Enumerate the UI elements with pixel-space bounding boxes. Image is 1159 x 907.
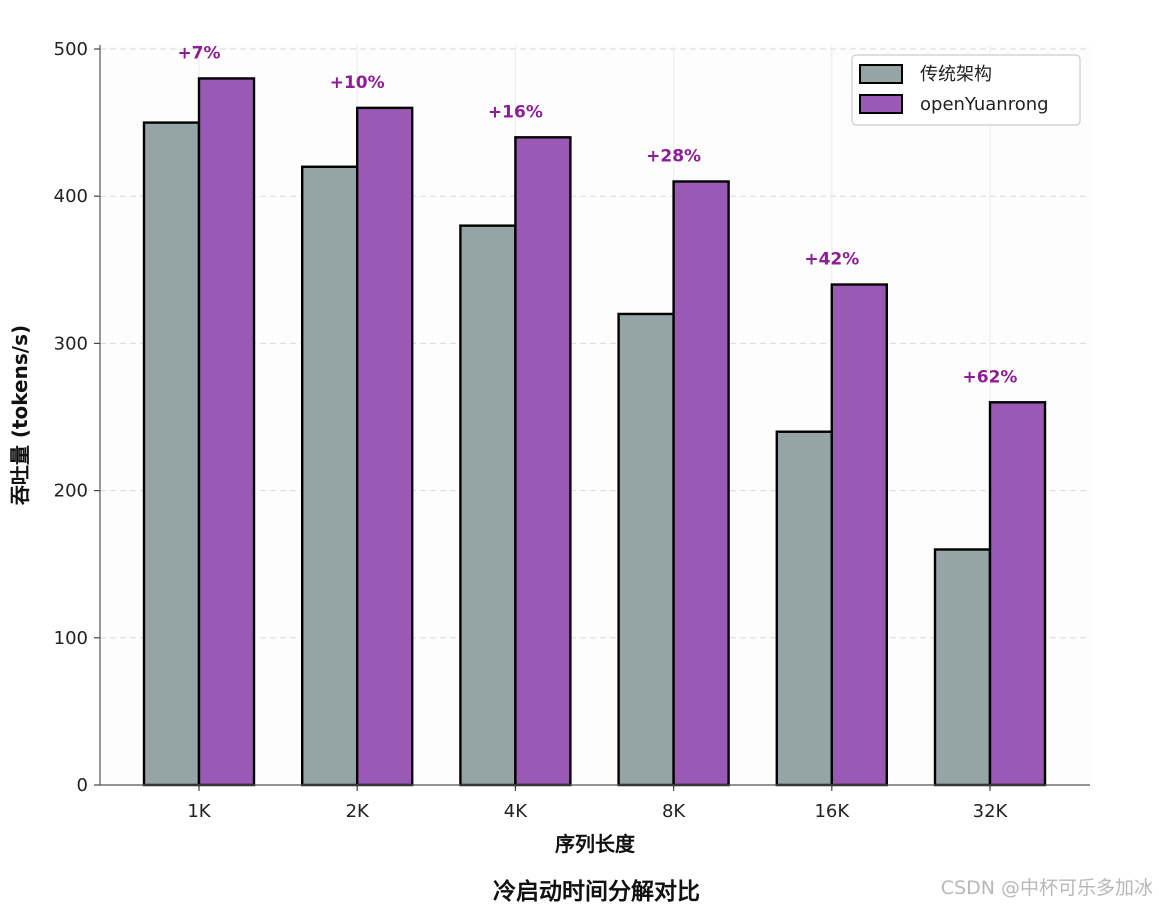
- bar-openyuanrong-2K: [356, 106, 414, 787]
- bar-traditional-16K: [775, 430, 833, 787]
- legend: 传统架构 openYuanrong: [851, 54, 1081, 126]
- y-tick-label: 400: [54, 186, 88, 207]
- bar-openyuanrong-4K: [514, 136, 572, 787]
- bar-openyuanrong-1K: [197, 77, 256, 787]
- legend-label: 传统架构: [920, 64, 992, 85]
- axes: [99, 45, 1090, 786]
- y-tick-label: 200: [54, 481, 88, 502]
- bar-openyuanrong-32K: [988, 401, 1047, 787]
- bar-traditional-32K: [933, 548, 992, 787]
- x-axis-title: 序列长度: [555, 832, 636, 856]
- bar-traditional-4K: [459, 224, 517, 787]
- bars: [142, 77, 1047, 787]
- y-axis-title: 吞吐量 (tokens/s): [8, 325, 32, 505]
- y-tick-label: 300: [54, 333, 88, 354]
- improvement-label: +10%: [330, 73, 385, 93]
- plot-background: [100, 45, 1090, 785]
- percent-annotations: +7% +10% +16% +28% +42% +62%: [177, 43, 1017, 387]
- legend-label: openYuanrong: [920, 94, 1049, 115]
- legend-box: [851, 54, 1081, 126]
- watermark: CSDN @中杯可乐多加冰: [940, 877, 1153, 899]
- legend-swatch: [859, 94, 903, 114]
- bar-traditional-8K: [617, 312, 675, 787]
- improvement-label: +7%: [177, 43, 220, 63]
- improvement-label: +42%: [804, 250, 859, 270]
- y-tick-label: 0: [77, 775, 88, 796]
- improvement-label: +16%: [488, 102, 543, 122]
- x-tick-label: 8K: [662, 801, 686, 822]
- legend-swatch: [859, 64, 903, 84]
- x-tick-label: 16K: [814, 801, 850, 822]
- bar-traditional-2K: [301, 165, 359, 787]
- x-tick-label: 32K: [973, 801, 1009, 822]
- improvement-label: +62%: [963, 367, 1018, 387]
- y-tick-label: 500: [54, 39, 88, 60]
- improvement-label: +28%: [646, 146, 701, 166]
- bar-openyuanrong-16K: [830, 283, 888, 787]
- x-tick-label: 4K: [504, 801, 528, 822]
- x-tick-label: 1K: [187, 801, 211, 822]
- x-tick-label: 2K: [346, 801, 370, 822]
- bar-openyuanrong-8K: [672, 180, 730, 787]
- ticks: 0 100 200 300 400 500 1K 2K 4K 8K 16K 32K: [54, 39, 1009, 822]
- figure-caption: 冷启动时间分解对比: [493, 879, 700, 905]
- bar-traditional-1K: [142, 121, 201, 787]
- y-tick-label: 100: [54, 628, 88, 649]
